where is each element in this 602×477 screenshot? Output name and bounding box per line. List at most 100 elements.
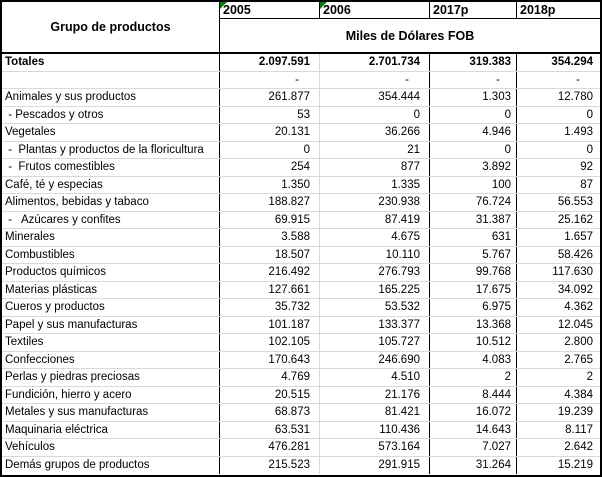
product-label-cell[interactable]: Fundición, hierro y acero — [2, 386, 220, 403]
value-cell-2018p[interactable]: 12.045 — [557, 318, 593, 331]
value-cell-2005[interactable]: 35.732 — [220, 299, 320, 316]
product-label-cell[interactable]: Café, té y especias — [2, 176, 220, 193]
product-label-cell[interactable]: Alimentos, bebidas y tabaco — [2, 194, 220, 211]
value-cell-2018p[interactable]: 92 — [580, 161, 593, 173]
value-cell-2005[interactable]: 4.769 — [220, 369, 320, 386]
value-cell-2005[interactable]: 1.350 — [220, 176, 320, 193]
value-cell-2006[interactable]: 354.444 — [320, 89, 430, 106]
value-cell-2018p[interactable]: 12.780 — [557, 91, 593, 103]
value-cell-2006[interactable]: 230.938 — [320, 194, 430, 211]
value-cell-2018p[interactable]: 34.092 — [557, 283, 593, 296]
value-cell-2018p[interactable]: 0 — [586, 143, 593, 156]
value-cell-2006[interactable]: 4.675 — [320, 229, 430, 246]
value-cell-2018p[interactable]: - — [576, 73, 580, 86]
value-cell-2017p[interactable]: 4.083 — [430, 351, 517, 368]
value-cell-2018p[interactable]: 8.117 — [565, 423, 593, 436]
value-cell-2006[interactable]: 291.915 — [320, 456, 430, 474]
value-cell-2006[interactable]: 4.510 — [320, 369, 430, 386]
value-cell-2005[interactable]: 476.281 — [220, 439, 320, 456]
value-cell-2005[interactable]: 2.097.591 — [220, 54, 320, 71]
value-cell-2005[interactable]: 68.873 — [220, 404, 320, 421]
value-cell-2018p[interactable]: 2.800 — [564, 336, 593, 348]
year-header-2018p[interactable]: 2018p — [517, 2, 600, 18]
value-cell-2017p[interactable]: 0 — [430, 106, 517, 123]
value-cell-2005[interactable]: 18.507 — [220, 246, 320, 263]
value-cell-2006[interactable]: 10.110 — [320, 246, 430, 263]
value-cell-2017p[interactable]: 31.387 — [430, 211, 517, 228]
value-cell-2018p[interactable]: 2.765 — [564, 353, 593, 366]
value-cell-2017p[interactable]: 17.675 — [430, 281, 517, 298]
product-label-cell[interactable]: - Frutos comestibles — [2, 159, 220, 176]
value-cell-2005[interactable]: 216.492 — [220, 264, 320, 281]
value-cell-2006[interactable]: 246.690 — [320, 351, 430, 368]
value-cell-2005[interactable]: 101.187 — [220, 316, 320, 333]
unit-header-cell[interactable]: Miles de Dólares FOB — [345, 28, 475, 43]
product-label-cell[interactable]: Textiles — [2, 334, 220, 351]
value-cell-2006[interactable]: 105.727 — [320, 334, 430, 351]
value-cell-2006[interactable]: 573.164 — [320, 439, 430, 456]
value-cell-2017p[interactable]: 4.946 — [430, 124, 517, 141]
value-cell-2017p[interactable]: 76.724 — [430, 194, 517, 211]
value-cell-2017p[interactable]: 99.768 — [430, 264, 517, 281]
value-cell-2006[interactable]: 36.266 — [320, 124, 430, 141]
value-cell-2005[interactable]: 63.531 — [220, 421, 320, 438]
value-cell-2018p[interactable]: 117.630 — [552, 266, 593, 278]
product-label-cell[interactable]: Perlas y piedras preciosas — [2, 369, 220, 386]
value-cell-2018p[interactable]: 56.553 — [557, 196, 593, 208]
value-cell-2017p[interactable]: 13.368 — [430, 316, 517, 333]
value-cell-2018p[interactable]: 25.162 — [557, 213, 593, 226]
product-label-cell[interactable]: Materias plásticas — [2, 281, 220, 298]
product-label-cell[interactable]: Papel y sus manufacturas — [2, 316, 220, 333]
value-cell-2017p[interactable]: 5.767 — [430, 246, 517, 263]
value-cell-2005[interactable]: 188.827 — [220, 194, 320, 211]
value-cell-2005[interactable]: 0 — [220, 141, 320, 158]
value-cell-2006[interactable]: - — [320, 71, 430, 88]
value-cell-2005[interactable]: 261.877 — [220, 89, 320, 106]
value-cell-2018p[interactable]: 1.657 — [564, 231, 593, 243]
value-cell-2018p[interactable]: 4.384 — [564, 388, 593, 401]
value-cell-2018p[interactable]: 58.426 — [557, 248, 593, 261]
value-cell-2005[interactable]: 102.105 — [220, 334, 320, 351]
value-cell-2006[interactable]: 81.421 — [320, 404, 430, 421]
product-label-cell[interactable]: Metales y sus manufacturas — [2, 404, 220, 421]
value-cell-2017p[interactable]: 31.264 — [430, 456, 517, 474]
product-label-cell[interactable]: - Plantas y productos de la floricultura — [2, 141, 220, 158]
year-header-2017p[interactable]: 2017p — [430, 2, 517, 18]
value-cell-2018p[interactable]: 2 — [586, 371, 593, 383]
value-cell-2005[interactable]: 215.523 — [220, 456, 320, 474]
value-cell-2018p[interactable]: 1.493 — [564, 126, 593, 138]
product-label-cell[interactable]: Vegetales — [2, 124, 220, 141]
value-cell-2005[interactable]: 127.661 — [220, 281, 320, 298]
value-cell-2006[interactable]: 2.701.734 — [320, 54, 430, 71]
value-cell-2017p[interactable]: 1.303 — [430, 89, 517, 106]
product-label-cell[interactable]: Maquinaria eléctrica — [2, 421, 220, 438]
value-cell-2017p[interactable]: 100 — [430, 176, 517, 193]
value-cell-2005[interactable]: 3.588 — [220, 229, 320, 246]
value-cell-2006[interactable]: 21.176 — [320, 386, 430, 403]
value-cell-2006[interactable]: 165.225 — [320, 281, 430, 298]
value-cell-2017p[interactable]: 319.383 — [430, 54, 517, 71]
product-label-cell[interactable]: - Pescados y otros — [2, 106, 220, 123]
product-label-cell[interactable]: - Azúcares y confites — [2, 211, 220, 228]
year-header-2006[interactable]: 2006 — [320, 2, 430, 18]
value-cell-2018p[interactable]: 19.239 — [557, 406, 593, 418]
value-cell-2018p[interactable]: 4.362 — [564, 301, 593, 313]
value-cell-2006[interactable]: 877 — [320, 159, 430, 176]
value-cell-2005[interactable]: 20.131 — [220, 124, 320, 141]
value-cell-2017p[interactable]: 3.892 — [430, 159, 517, 176]
value-cell-2017p[interactable]: 631 — [430, 229, 517, 246]
product-group-header-cell[interactable]: Grupo de productos — [2, 2, 220, 52]
product-label-cell[interactable]: Cueros y productos — [2, 299, 220, 316]
value-cell-2006[interactable]: 133.377 — [320, 316, 430, 333]
value-cell-2006[interactable]: 87.419 — [320, 211, 430, 228]
value-cell-2005[interactable]: 254 — [220, 159, 320, 176]
year-header-2005[interactable]: 2005 — [220, 2, 320, 18]
value-cell-2006[interactable]: 0 — [320, 106, 430, 123]
product-label-cell[interactable]: Minerales — [2, 229, 220, 246]
value-cell-2018p[interactable]: 2.642 — [564, 441, 593, 453]
value-cell-2005[interactable]: 170.643 — [220, 351, 320, 368]
value-cell-2017p[interactable]: 10.512 — [430, 334, 517, 351]
value-cell-2018p[interactable]: 0 — [586, 108, 593, 121]
product-label-cell[interactable]: Combustibles — [2, 246, 220, 263]
value-cell-2018p[interactable]: 15.219 — [557, 458, 593, 471]
